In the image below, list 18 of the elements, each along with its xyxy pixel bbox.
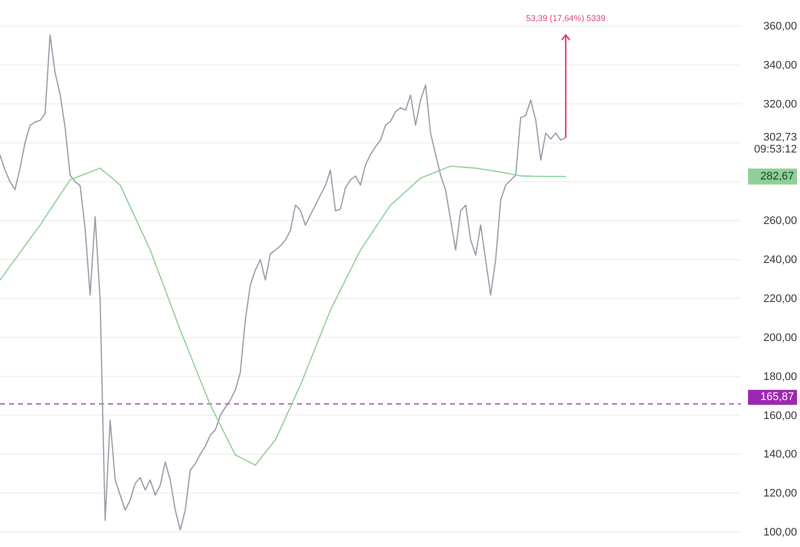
line-series: [0, 166, 566, 466]
y-tick-label: 360,00: [763, 20, 797, 33]
y-tick-label: 320,00: [763, 98, 797, 110]
annotation: 53,39 (17,64%) 5339: [526, 13, 606, 23]
line-series: [0, 34, 566, 531]
y-tick-label: 200,00: [763, 332, 797, 344]
y-tick-label: 160,00: [763, 410, 797, 422]
y-tick-label: 260,00: [763, 215, 797, 228]
text: 282,67: [760, 170, 794, 182]
y-tick-label: 240,00: [763, 254, 797, 266]
y-tick-label: 140,00: [763, 448, 797, 461]
y-tick-label: 180,00: [763, 370, 797, 383]
ref-line-label: 165,87: [760, 391, 794, 404]
y-tick-label: 120,00: [763, 488, 797, 500]
text: 302,73 09:53:12: [754, 131, 797, 156]
y-tick-label: 340,00: [763, 60, 797, 72]
y-tick-label: 100,00: [763, 526, 797, 539]
y-tick-label: 220,00: [763, 293, 797, 306]
